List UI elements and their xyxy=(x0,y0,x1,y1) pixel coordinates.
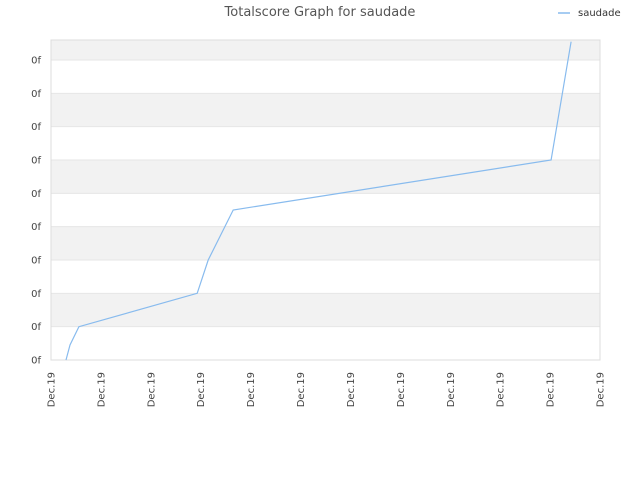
x-tick-label: Dec.19 xyxy=(47,372,58,407)
y-tick-label: 0f xyxy=(31,289,41,300)
x-tick-label: Dec.19 xyxy=(396,372,407,407)
y-tick-label: 0f xyxy=(31,356,41,367)
x-tick-label: Dec.19 xyxy=(446,372,457,407)
plot-bands xyxy=(51,40,600,360)
chart-title: Totalscore Graph for saudade xyxy=(224,5,416,20)
x-tick-label: Dec.19 xyxy=(96,372,107,407)
plot-band xyxy=(51,60,600,94)
plot-band xyxy=(51,160,600,194)
y-tick-label: 0f xyxy=(31,122,41,133)
plot-band xyxy=(51,293,600,327)
x-tick-label: Dec.19 xyxy=(346,372,357,407)
x-tick-label: Dec.19 xyxy=(296,372,307,407)
x-tick-label: Dec.19 xyxy=(596,372,607,407)
grid-lines xyxy=(51,59,600,328)
y-tick-label: 0f xyxy=(31,222,41,233)
y-axis-ticks: 0f 0f 0f 0f 0f 0f 0f 0f 0f 0f xyxy=(31,56,41,367)
x-tick-label: Dec.19 xyxy=(196,372,207,407)
plot-band xyxy=(51,126,600,160)
legend: saudade xyxy=(558,8,621,19)
y-tick-label: 0f xyxy=(31,89,41,100)
y-tick-label: 0f xyxy=(31,56,41,67)
series-line-saudade xyxy=(65,41,572,361)
plot-band xyxy=(51,326,600,360)
legend-label-saudade: saudade xyxy=(578,8,621,19)
x-axis-ticks: Dec.19 Dec.19 Dec.19 Dec.19 Dec.19 Dec.19 Dec.… xyxy=(47,372,607,407)
y-tick-label: 0f xyxy=(31,256,41,267)
plot-band xyxy=(51,93,600,127)
plot-band xyxy=(51,226,600,260)
plot-band xyxy=(51,40,600,60)
y-tick-label: 0f xyxy=(31,322,41,333)
plot-band xyxy=(51,260,600,294)
x-tick-label: Dec.19 xyxy=(496,372,507,407)
x-tick-label: Dec.19 xyxy=(146,372,157,407)
plot-band xyxy=(51,193,600,227)
y-tick-label: 0f xyxy=(31,156,41,167)
x-tick-label: Dec.19 xyxy=(246,372,257,407)
x-tick-label: Dec.19 xyxy=(546,372,557,407)
plot-frame xyxy=(50,39,601,361)
y-tick-label: 0f xyxy=(31,189,41,200)
